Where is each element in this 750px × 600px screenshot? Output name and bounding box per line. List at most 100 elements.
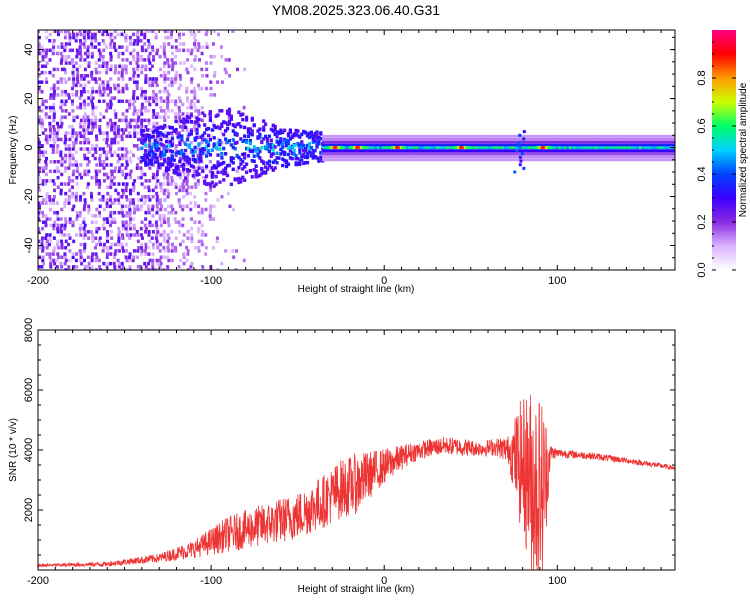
spectrogram-cell [281,157,285,161]
spectrogram-cell [522,146,526,149]
spectrogram-cell [584,140,588,144]
spectrogram-cell [654,137,658,141]
spectrogram-cell [446,152,450,156]
spectrogram-cell [485,137,489,141]
spectrogram-cell [114,67,118,72]
spectrogram-cell [159,144,163,148]
spectrogram-cell [71,61,75,65]
spectrogram-cell [86,115,90,119]
spectrogram-cell [227,163,232,168]
spectrogram-cell [480,149,484,153]
spectrogram-cell [166,172,170,177]
spectrogram-cell [60,207,64,212]
spectrogram-cell [535,152,539,156]
spectrogram-cell [132,93,136,97]
spectrogram-cell [454,140,458,144]
spectrogram-cell [597,143,601,147]
spectrogram-cell [490,152,494,156]
spectrogram-cell [166,204,170,209]
spectrogram-cell [211,121,215,126]
spectrogram-cell [52,236,56,240]
spectrogram-cell [162,245,166,250]
spectrogram-cell [405,152,409,156]
spectrogram-cell [180,134,184,138]
spectrogram-cell [144,159,148,163]
spectrogram-cell [151,268,155,270]
spectrogram-cell [114,115,118,119]
spectrogram-cell [454,137,458,141]
spectrogram-cell [163,157,167,162]
spectrogram-cell [625,143,629,147]
spectrogram-cell [190,64,194,68]
spectrogram-cell [91,102,95,107]
spectrogram-cell [506,158,510,162]
spectrogram-cell [210,166,214,170]
spectrogram-cell [225,173,230,178]
spectrogram-cell [322,158,326,162]
spectrogram-cell [283,158,287,163]
spectrogram-cell [38,245,41,250]
spectrogram-cell [405,149,409,153]
spectrogram-cell [113,242,117,247]
spectrogram-cell [532,143,536,147]
spectrogram-cell [60,242,64,247]
spectrogram-cell [662,158,666,162]
spectrogram-cell [529,146,533,149]
spectrogram-cell [358,158,362,162]
spectrogram-cell [120,137,124,142]
spectrogram-cell [38,217,41,221]
spectrogram-cell [149,162,153,166]
spectrogram-cell [108,198,112,202]
spectrogram-cell [319,151,323,155]
spectrogram-cell [60,80,64,84]
spectrogram-cell [86,48,90,53]
spectrogram-cell [214,125,218,130]
spectrogram-cell [462,143,466,147]
spectrogram-cell [628,155,632,159]
spectrogram-cell [144,156,148,161]
spectrogram-cell [651,146,655,149]
spectrogram-cell [98,214,102,218]
spectrogram-cell [155,130,159,135]
spectrogram-cell [592,146,596,149]
spectrogram-cell [239,157,243,162]
spectrogram-cell [83,223,87,228]
spectrogram-cell [553,143,557,147]
spectrogram-cell [174,182,178,186]
spectrogram-cell [407,152,411,156]
spectrogram-cell [537,149,541,153]
spectrogram-cell [156,245,160,250]
spectrogram-cell [186,175,190,180]
spectrogram-cell [38,67,41,72]
spectrogram-cell [571,158,575,162]
spectrogram-cell [68,48,72,53]
spectrogram-cell [620,140,624,144]
spectrogram-cell [170,249,174,253]
spectrogram-cell [269,165,273,170]
spectrogram-cell [52,86,56,91]
spectrogram-cell [175,131,179,135]
spectrogram-cell [45,35,49,40]
spectrogram-cell [244,146,249,151]
spectrogram-cell [412,155,416,159]
spectrogram-cell [662,146,666,149]
spectrogram-cell [667,134,671,138]
spectrogram-cell [420,149,424,153]
spectrogram-cell [182,252,186,256]
spectrogram-cell [176,150,180,154]
spectrogram-cell [72,163,76,167]
spectrogram-cell [120,118,124,123]
spectrogram-cell [371,152,375,156]
spectrogram-cell [475,143,479,147]
spectrogram-cell [545,152,549,156]
spectrogram-cell [167,83,171,88]
spectrogram-cell [72,64,76,68]
spectrogram-cell [535,149,539,153]
spectrogram-cell [113,217,117,221]
spectrogram-cell [152,124,156,129]
spectrogram-cell [136,51,140,56]
spectrogram-cell [102,30,106,33]
spectrogram-cell [462,134,466,138]
spectrogram-cell [98,83,102,88]
